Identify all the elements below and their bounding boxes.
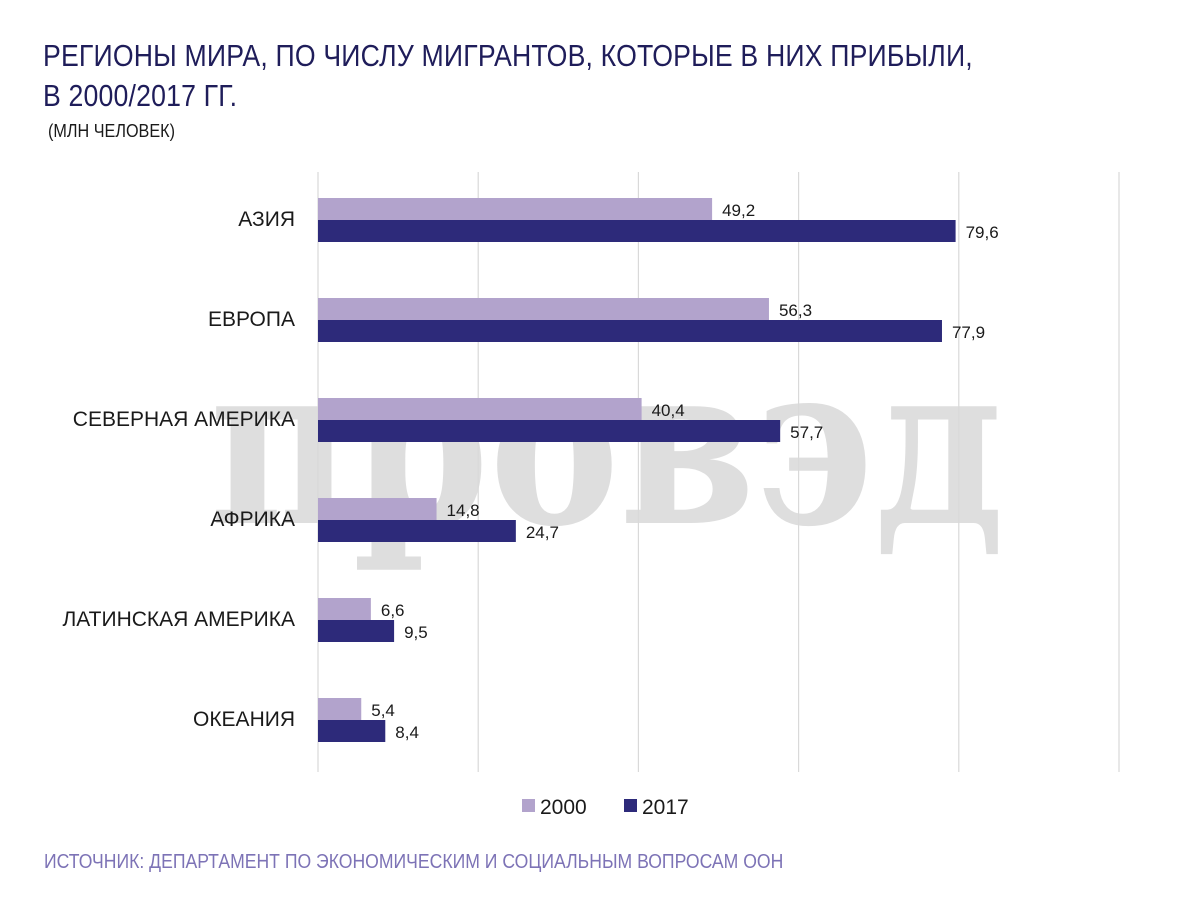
- bar-2017: [318, 220, 956, 242]
- chart-title: РЕГИОНЫ МИРА, ПО ЧИСЛУ МИГРАНТОВ, КОТОРЫ…: [43, 38, 973, 113]
- bar-2017: [318, 620, 395, 642]
- bar-2000: [318, 198, 713, 220]
- chart-subtitle: (МЛН ЧЕЛОВЕК): [48, 121, 175, 141]
- data-label: 14,8: [447, 501, 480, 520]
- category-label: АФРИКА: [210, 508, 295, 531]
- bar-2000: [318, 698, 362, 720]
- legend-swatch-2000: [522, 799, 535, 812]
- category-label: ОКЕАНИЯ: [193, 708, 295, 731]
- data-label: 9,5: [404, 623, 428, 642]
- bar-2000: [318, 398, 642, 420]
- bar-2000: [318, 298, 769, 320]
- legend-swatch-2017: [624, 799, 637, 812]
- category-label: ЕВРОПА: [208, 308, 295, 331]
- data-label: 77,9: [952, 323, 985, 342]
- source-note: ИСТОЧНИК: ДЕПАРТАМЕНТ ПО ЭКОНОМИЧЕСКИМ И…: [44, 851, 784, 873]
- legend-label-2000: 2000: [540, 796, 587, 819]
- data-label: 6,6: [381, 601, 405, 620]
- bar-2000: [318, 598, 371, 620]
- data-label: 57,7: [790, 423, 823, 442]
- data-label: 8,4: [395, 723, 419, 742]
- data-label: 49,2: [722, 201, 755, 220]
- bar-2017: [318, 420, 781, 442]
- category-label: ЛАТИНСКАЯ АМЕРИКА: [63, 608, 296, 631]
- data-label: 5,4: [371, 701, 395, 720]
- category-label: АЗИЯ: [238, 208, 295, 231]
- data-label: 24,7: [526, 523, 559, 542]
- category-label: СЕВЕРНАЯ АМЕРИКА: [73, 408, 295, 431]
- bar-2017: [318, 320, 942, 342]
- data-label: 40,4: [652, 401, 685, 420]
- legend-label-2017: 2017: [642, 796, 689, 819]
- data-label: 79,6: [966, 223, 999, 242]
- bar-2017: [318, 720, 386, 742]
- bar-2000: [318, 498, 437, 520]
- bar-2017: [318, 520, 516, 542]
- data-label: 56,3: [779, 301, 812, 320]
